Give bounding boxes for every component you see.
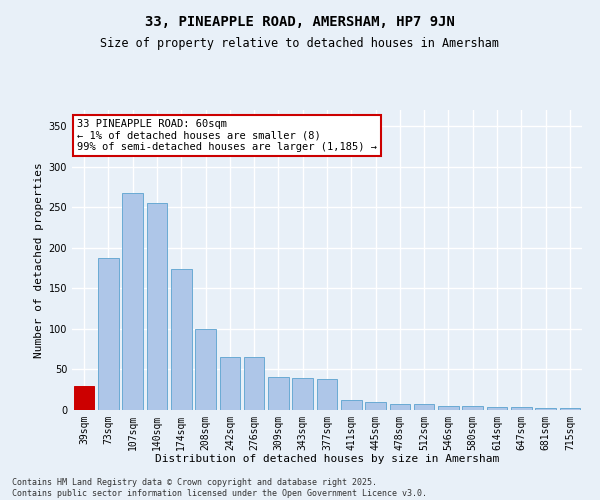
Bar <box>560 408 580 410</box>
Bar <box>511 407 532 410</box>
Bar <box>341 400 362 410</box>
Bar <box>171 269 191 410</box>
Bar <box>146 203 167 410</box>
Bar <box>244 358 265 410</box>
Text: Size of property relative to detached houses in Amersham: Size of property relative to detached ho… <box>101 38 499 51</box>
Text: 33, PINEAPPLE ROAD, AMERSHAM, HP7 9JN: 33, PINEAPPLE ROAD, AMERSHAM, HP7 9JN <box>145 15 455 29</box>
Bar <box>74 386 94 410</box>
Bar <box>463 406 483 410</box>
Bar <box>535 408 556 410</box>
Bar <box>220 358 240 410</box>
Bar <box>365 402 386 410</box>
Bar <box>195 329 216 410</box>
Bar <box>414 404 434 410</box>
Bar <box>438 406 459 410</box>
Bar <box>98 258 119 410</box>
Bar <box>292 378 313 410</box>
Bar <box>268 377 289 410</box>
Text: Contains HM Land Registry data © Crown copyright and database right 2025.
Contai: Contains HM Land Registry data © Crown c… <box>12 478 427 498</box>
Bar <box>317 379 337 410</box>
Y-axis label: Number of detached properties: Number of detached properties <box>34 162 44 358</box>
Text: 33 PINEAPPLE ROAD: 60sqm
← 1% of detached houses are smaller (8)
99% of semi-det: 33 PINEAPPLE ROAD: 60sqm ← 1% of detache… <box>77 119 377 152</box>
X-axis label: Distribution of detached houses by size in Amersham: Distribution of detached houses by size … <box>155 454 499 464</box>
Bar <box>389 404 410 410</box>
Bar <box>122 192 143 410</box>
Bar <box>487 407 508 410</box>
